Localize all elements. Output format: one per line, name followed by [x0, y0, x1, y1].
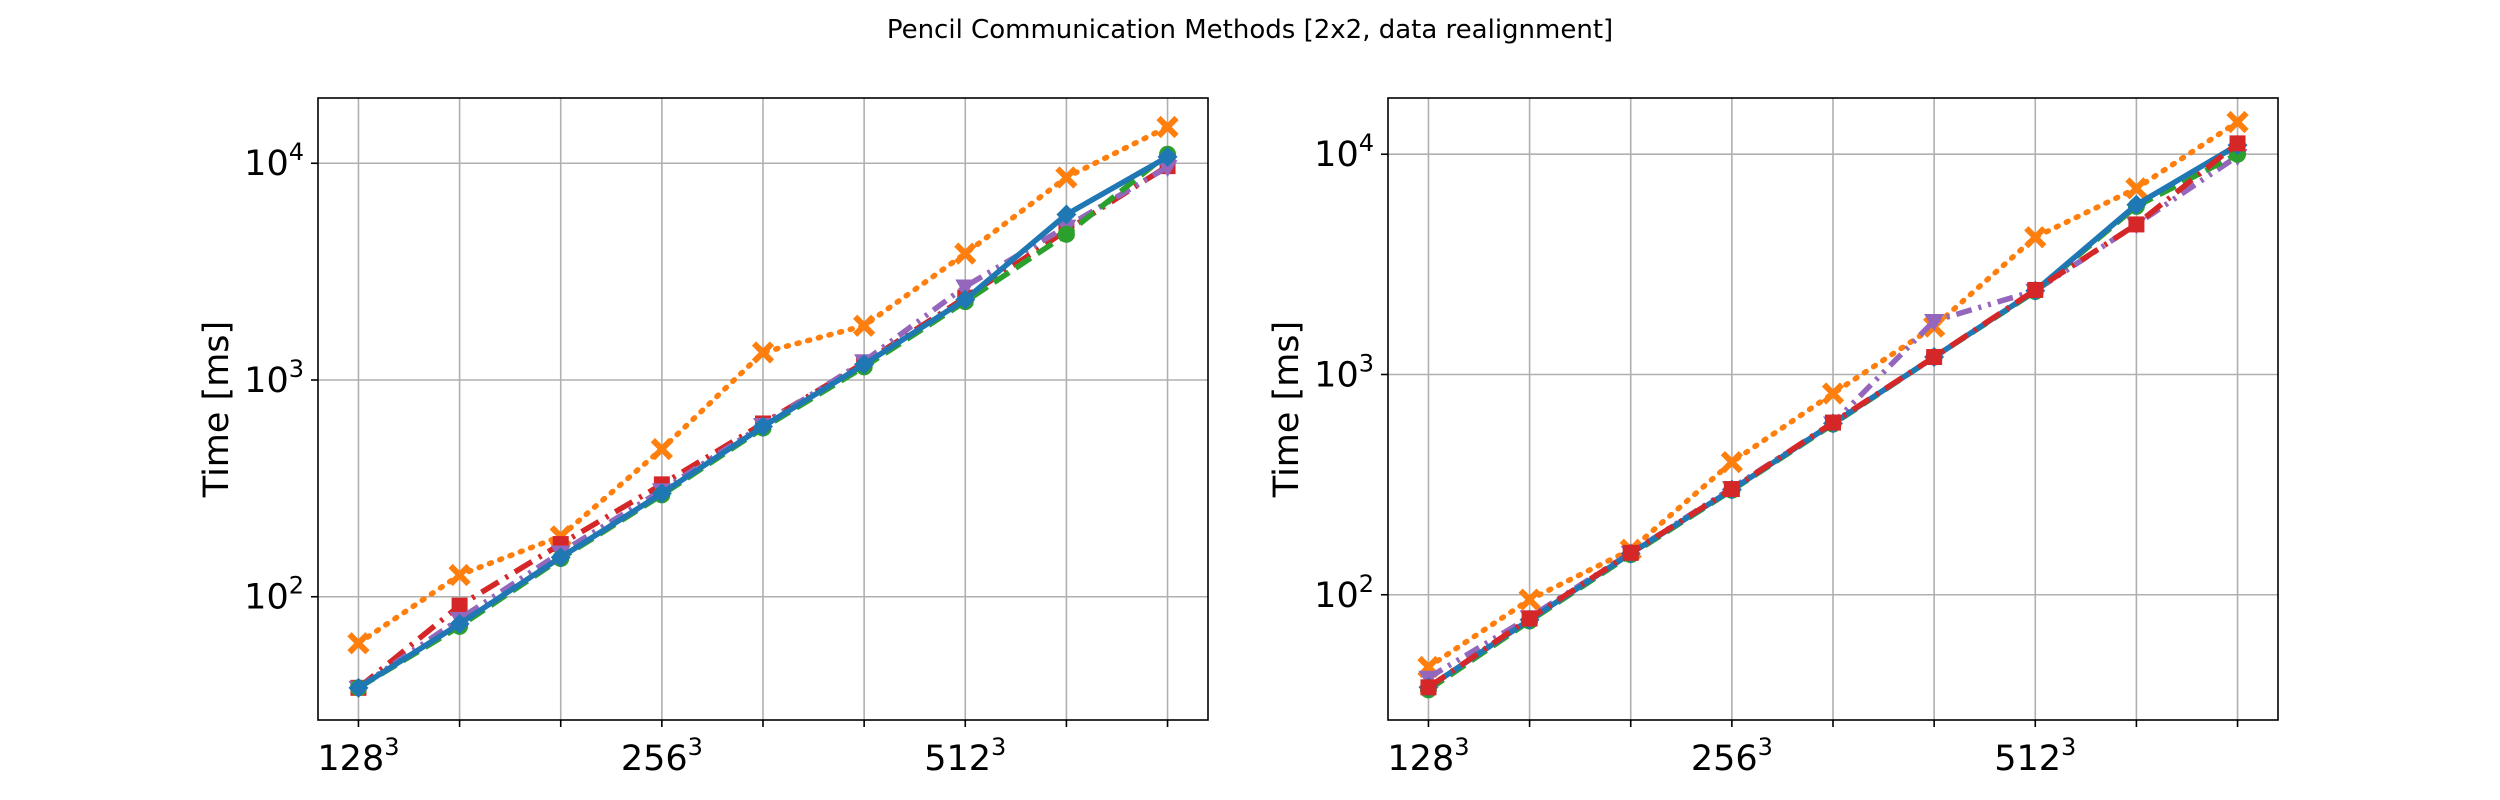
x-tick-label: 1283	[1387, 733, 1469, 779]
data-point	[1622, 544, 1639, 561]
right-chart-panel: 1283 2563 5123 102 103 104 Time [ms]	[1267, 97, 2279, 779]
data-point	[2027, 281, 2044, 298]
data-point	[853, 314, 876, 337]
data-point	[1924, 313, 1945, 331]
y-tick-label: 104	[1314, 129, 1374, 175]
data-point	[550, 547, 571, 568]
figure-title: Pencil Communication Methods [2x2, data …	[887, 15, 1613, 45]
data-point	[1156, 115, 1179, 139]
data-point	[451, 597, 468, 614]
data-point	[1926, 349, 1943, 366]
y-axis-label: Time [ms]	[197, 321, 237, 498]
data-point	[1518, 588, 1541, 611]
x-tick-label: 5123	[1994, 733, 2076, 779]
y-axis-label: Time [ms]	[1267, 321, 1307, 498]
data-point	[2024, 226, 2047, 249]
data-point	[1723, 481, 1740, 498]
data-point	[1720, 451, 1743, 474]
data-point	[955, 289, 976, 310]
x-tick-label: 1283	[317, 733, 399, 779]
data-point	[854, 354, 875, 375]
data-point	[751, 341, 775, 364]
data-point	[348, 677, 369, 698]
series-group	[1417, 110, 2249, 699]
series-group	[347, 115, 1179, 698]
data-point	[1057, 225, 1075, 243]
data-point	[650, 437, 673, 461]
data-point	[753, 416, 773, 437]
left-chart-panel: 1283 2563 5123 102 103 104 Time [ms]	[197, 97, 1209, 779]
y-tick-label: 103	[1314, 349, 1374, 395]
data-point	[954, 242, 977, 265]
y-tick-label: 103	[244, 355, 304, 401]
data-point	[955, 279, 976, 297]
x-tick-label: 2563	[621, 733, 703, 779]
data-point	[449, 613, 470, 634]
data-point	[1521, 610, 1538, 627]
data-point	[2226, 110, 2249, 134]
data-point	[347, 632, 370, 655]
data-point	[2128, 216, 2145, 233]
data-point	[448, 563, 471, 587]
data-point	[651, 483, 672, 504]
data-point	[1825, 414, 1841, 431]
data-point	[1055, 166, 1078, 189]
data-point	[2229, 135, 2246, 152]
x-tick-label: 5123	[924, 733, 1006, 779]
data-point	[2125, 177, 2148, 200]
y-tick-label: 102	[1314, 570, 1374, 616]
x-tick-label: 2563	[1691, 733, 1773, 779]
data-point	[1821, 382, 1845, 405]
y-tick-label: 104	[244, 138, 304, 184]
y-tick-label: 102	[244, 572, 304, 618]
data-point	[1056, 204, 1077, 225]
data-point	[1420, 679, 1437, 696]
data-point	[1157, 146, 1178, 167]
data-point	[1157, 160, 1178, 178]
data-point	[2126, 194, 2147, 215]
